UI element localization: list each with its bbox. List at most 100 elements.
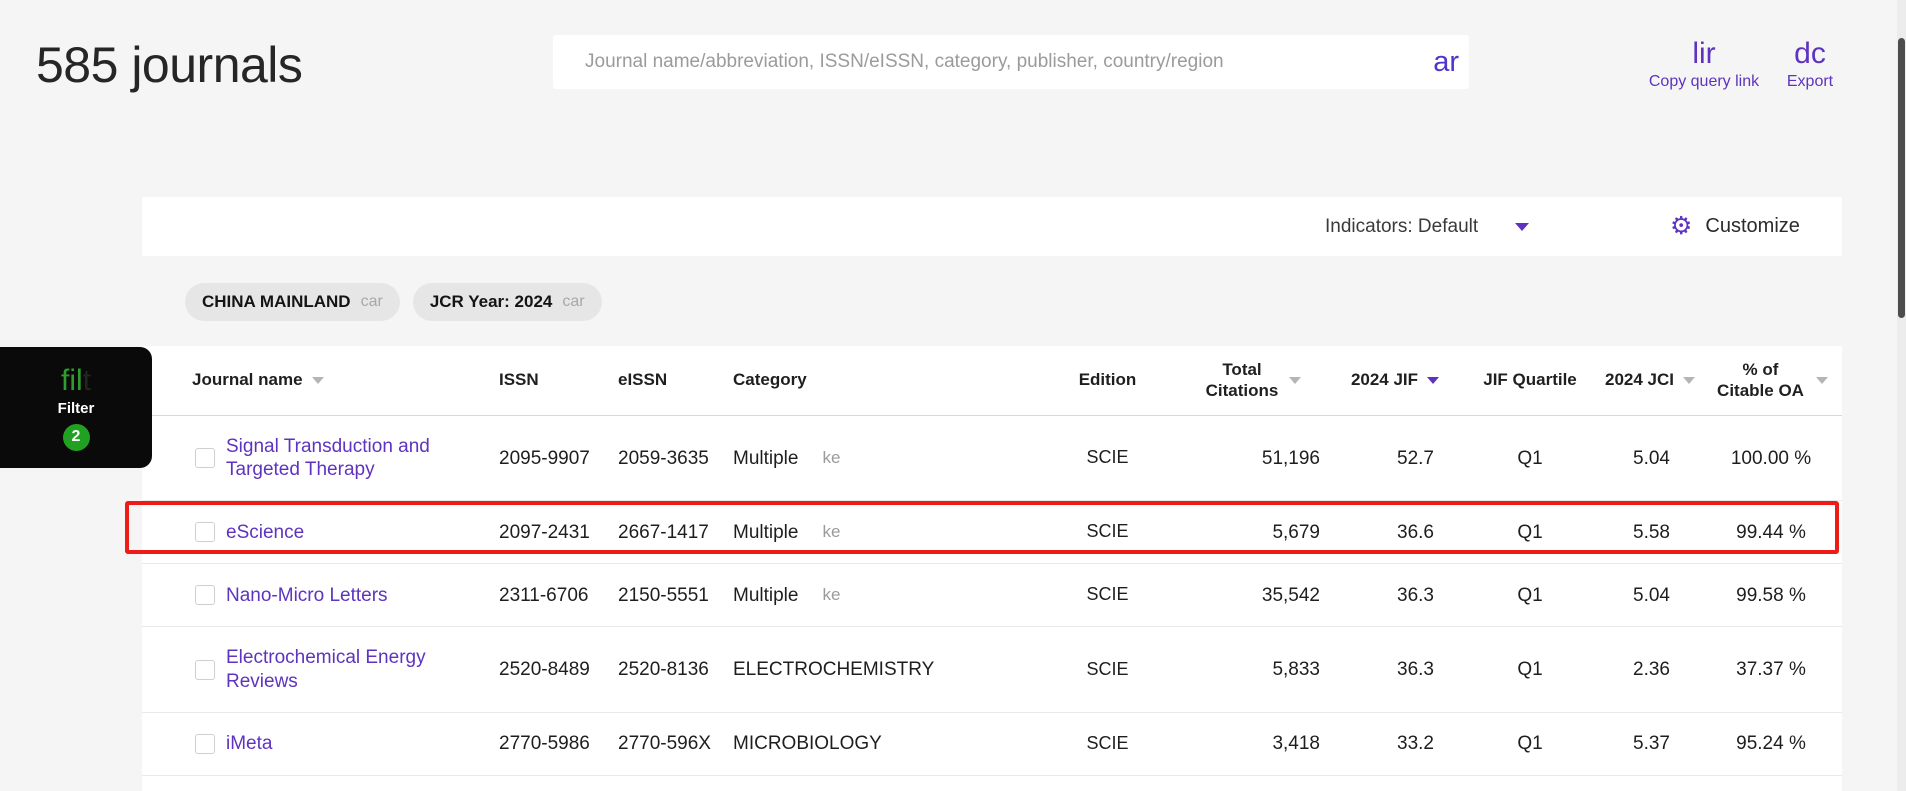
category-cell: Multiple ke <box>733 501 1040 563</box>
issn-cell: 2770-5986 <box>499 713 618 775</box>
jci-2024-cell: 5.04 <box>1600 564 1700 626</box>
filter-chip[interactable]: JCR Year: 2024 car <box>413 283 602 321</box>
jif-quartile-cell: Q1 <box>1460 501 1600 563</box>
row-checkbox[interactable] <box>195 734 215 754</box>
sort-descending-icon <box>1427 377 1439 384</box>
table-header: Journal name ISSNeISSN Category Edition Tota… <box>142 346 1842 416</box>
citable-oa-cell: 37.37 % <box>1700 627 1842 711</box>
category-cell: Multipleke <box>733 416 1040 500</box>
journal-link[interactable]: Nano-Micro Letters <box>226 584 388 607</box>
column-header-edition[interactable]: Edition <box>1040 370 1175 390</box>
column-header-category[interactable]: Category <box>733 370 1040 390</box>
journal-link[interactable]: iMeta <box>226 732 272 755</box>
copy-query-link-label: Copy query link <box>1638 72 1770 92</box>
row-checkbox[interactable] <box>195 448 215 468</box>
total-citations-cell: 3,418 <box>1175 713 1330 775</box>
scrollbar-thumb[interactable] <box>1898 38 1905 318</box>
column-header-label: 2024 JCI <box>1605 370 1674 390</box>
link-icon: lir <box>1638 38 1770 70</box>
table-row: Nano-Micro Letters2311-67062150-5551Mult… <box>142 564 1842 627</box>
total-citations-cell: 51,196 <box>1175 416 1330 500</box>
eissn-cell: 2059-3635 <box>618 416 733 500</box>
category-label: MICROBIOLOGY <box>733 732 882 755</box>
indicators-dropdown[interactable]: Indicators: Default <box>1325 197 1529 256</box>
expand-categories-icon[interactable]: ke <box>822 448 840 469</box>
column-header-jif-quartile[interactable]: JIF Quartile <box>1460 370 1600 390</box>
download-icon: dc <box>1772 38 1848 70</box>
filter-button[interactable]: filt Filter 2 <box>0 347 152 468</box>
column-header-journal-name[interactable]: Journal name <box>192 370 499 390</box>
column-header-citable-oa[interactable]: % of Citable OA <box>1700 360 1842 400</box>
issn-cell: 2520-8489 <box>499 627 618 711</box>
edition-cell: SCIE <box>1040 564 1175 626</box>
export-button[interactable]: dc Export <box>1772 38 1848 92</box>
journal-link[interactable]: eScience <box>226 521 304 544</box>
scrollbar[interactable] <box>1897 0 1906 791</box>
jif-quartile-cell: Q1 <box>1460 713 1600 775</box>
column-header-label: Total Citations <box>1204 360 1280 400</box>
filter-chip[interactable]: CHINA MAINLAND car <box>185 283 400 321</box>
eissn-cell: 2770-596X <box>618 713 733 775</box>
export-label: Export <box>1772 72 1848 92</box>
checkbox-cell <box>142 627 226 711</box>
jif-2024-cell: 52.7 <box>1330 416 1460 500</box>
jif-2024-cell: 36.3 <box>1330 627 1460 711</box>
gear-icon: ⚙ <box>1670 214 1692 239</box>
remove-filter-icon[interactable]: car <box>361 293 383 311</box>
checkbox-cell <box>142 564 226 626</box>
journal-link[interactable]: Electrochemical Energy Reviews <box>226 646 499 692</box>
edition-cell: SCIE <box>1040 627 1175 711</box>
journal-name-cell: Nano-Micro Letters <box>226 564 499 626</box>
table-row: iMeta2770-59862770-596XMICROBIOLOGYSCIE3… <box>142 713 1842 776</box>
category-label: ELECTROCHEMISTRY <box>733 658 934 681</box>
filter-chip-label: JCR Year: 2024 <box>430 292 553 312</box>
total-citations-cell: 5,679 <box>1175 501 1330 563</box>
row-checkbox[interactable] <box>195 522 215 542</box>
indicators-dropdown-label: Indicators: Default <box>1325 216 1478 238</box>
remove-filter-icon[interactable]: car <box>562 293 584 311</box>
table-body: Signal Transduction and Targeted Therapy… <box>142 416 1842 776</box>
issn-cell: 2095-9907 <box>499 416 618 500</box>
column-header-2024-jif[interactable]: 2024 JIF <box>1330 370 1460 390</box>
jif-quartile-cell: Q1 <box>1460 564 1600 626</box>
column-header-issn[interactable]: ISSN <box>499 370 618 390</box>
category-label: Multiple <box>733 521 798 544</box>
column-header-label: Category <box>733 370 807 390</box>
column-header-label: Journal name <box>192 370 303 390</box>
jif-2024-cell: 36.3 <box>1330 564 1460 626</box>
chevron-down-icon <box>1515 223 1529 231</box>
copy-query-link-button[interactable]: lir Copy query link <box>1638 38 1770 92</box>
journal-link[interactable]: Signal Transduction and Targeted Therapy <box>226 435 499 481</box>
search-icon[interactable]: ar <box>1433 43 1459 81</box>
column-header-eissn[interactable]: eISSN <box>618 370 733 390</box>
page-title: 585 journals <box>36 36 302 94</box>
jci-2024-cell: 5.04 <box>1600 416 1700 500</box>
citable-oa-cell: 99.58 % <box>1700 564 1842 626</box>
issn-cell: 2311-6706 <box>499 564 618 626</box>
column-header-label: eISSN <box>618 370 667 390</box>
citable-oa-cell: 99.44 % <box>1700 501 1842 563</box>
row-checkbox[interactable] <box>195 585 215 605</box>
checkbox-cell <box>142 713 226 775</box>
column-header-total-citations[interactable]: Total Citations <box>1175 360 1330 400</box>
journals-table: Journal name ISSNeISSN Category Edition Tota… <box>142 346 1842 791</box>
column-header-label: Edition <box>1079 370 1137 390</box>
sort-descending-icon <box>1289 377 1301 384</box>
column-header-2024-jci[interactable]: 2024 JCI <box>1600 370 1700 390</box>
customize-button[interactable]: ⚙ Customize <box>1670 197 1800 256</box>
jcr-journals-page: 585 journals ar lir Copy query link dc E… <box>0 0 1906 791</box>
jif-quartile-cell: Q1 <box>1460 416 1600 500</box>
search-bar[interactable]: ar <box>553 35 1469 89</box>
search-input[interactable] <box>553 35 1469 89</box>
expand-categories-icon[interactable]: ke <box>822 522 840 543</box>
checkbox-cell <box>142 416 226 500</box>
category-cell: MICROBIOLOGY <box>733 713 1040 775</box>
total-citations-cell: 35,542 <box>1175 564 1330 626</box>
filter-icon: filt <box>61 365 91 397</box>
column-header-label: 2024 JIF <box>1351 370 1418 390</box>
row-checkbox[interactable] <box>195 660 215 680</box>
expand-categories-icon[interactable]: ke <box>822 585 840 606</box>
jci-2024-cell: 2.36 <box>1600 627 1700 711</box>
table-row: eScience2097-24312667-1417MultiplekeSCIE… <box>142 501 1842 564</box>
filter-chip-label: CHINA MAINLAND <box>202 292 351 312</box>
